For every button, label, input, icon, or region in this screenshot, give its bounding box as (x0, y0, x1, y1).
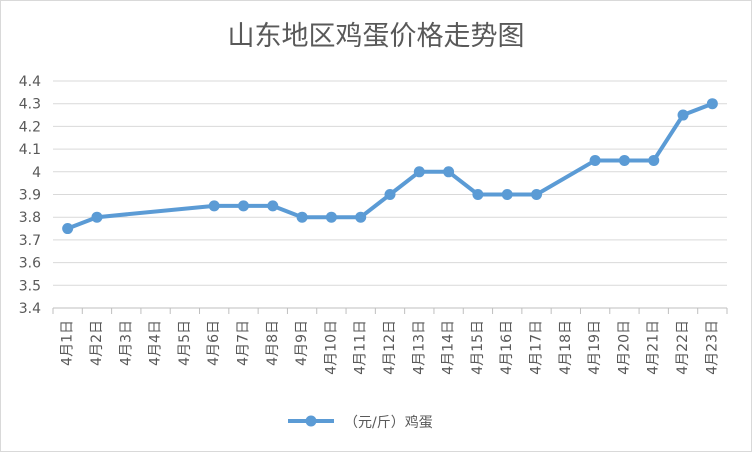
x-tick-label: 4月21日 (646, 320, 662, 375)
data-point (296, 211, 308, 223)
x-tick-label: 4月12日 (382, 320, 398, 375)
x-tick-label: 4月4日 (148, 320, 164, 366)
x-tick-label: 4月6日 (206, 320, 222, 366)
data-point (325, 211, 337, 223)
y-tick-label: 3.8 (19, 210, 41, 226)
x-tick-label: 4月23日 (704, 320, 720, 375)
data-point (384, 189, 396, 200)
x-tick-label: 4月9日 (294, 320, 310, 366)
x-tick-label: 4月3日 (118, 320, 134, 366)
x-tick-label: 4月17日 (529, 320, 545, 375)
x-tick-label: 4月18日 (558, 320, 574, 375)
y-tick-label: 3.5 (19, 278, 41, 294)
data-point (62, 223, 74, 235)
data-point (267, 200, 279, 212)
data-point (648, 154, 660, 166)
x-tick-label: 4月1日 (60, 320, 76, 366)
x-tick-label: 4月16日 (499, 320, 515, 375)
x-tick-label: 4月19日 (587, 320, 603, 375)
x-tick-label: 4月13日 (411, 320, 427, 375)
series-line (66, 101, 714, 231)
data-point (208, 200, 220, 212)
x-tick-label: 4月22日 (675, 320, 691, 375)
x-tick-label: 4月20日 (616, 320, 632, 375)
x-tick-label: 4月14日 (441, 320, 457, 375)
series-layer (62, 98, 718, 235)
y-axis-ticks: 3.4 3.5 3.6 3.7 3.8 3.9 4 4.1 4.2 4.3 4.4 (19, 74, 41, 317)
y-tick-label: 4.4 (19, 74, 41, 90)
y-tick-label: 4.3 (19, 97, 41, 113)
y-tick-label: 4 (32, 165, 41, 181)
data-point (501, 189, 513, 200)
y-tick-label: 3.9 (19, 188, 41, 204)
x-tick-label: 4月15日 (470, 320, 486, 375)
x-tick-label: 4月11日 (353, 320, 369, 375)
chart-title: 山东地区鸡蛋价格走势图 (228, 21, 525, 52)
legend: （元/斤）鸡蛋 (288, 414, 433, 431)
x-axis-ticks: 4月1日 4月2日 4月3日 4月4日 4月5日 4月6日 4月7日 4月8日 4月9日 4月10… (52, 308, 728, 375)
legend-label: （元/斤）鸡蛋 (344, 414, 433, 431)
data-point (91, 211, 103, 223)
data-point (413, 166, 425, 178)
data-point (355, 211, 367, 223)
data-point (472, 189, 484, 200)
data-point (443, 166, 455, 178)
y-tick-label: 3.4 (19, 301, 41, 317)
data-point (618, 154, 630, 166)
data-point (589, 154, 601, 166)
y-tick-label: 3.6 (19, 256, 41, 272)
data-point (237, 200, 249, 212)
x-tick-label: 4月10日 (323, 320, 339, 375)
data-point (706, 98, 718, 110)
legend-point-marker (305, 415, 317, 427)
x-tick-label: 4月5日 (177, 320, 193, 366)
y-tick-label: 4.1 (19, 142, 41, 158)
x-tick-label: 4月2日 (89, 320, 105, 366)
data-point (531, 189, 543, 200)
y-tick-label: 4.2 (19, 119, 41, 135)
x-tick-label: 4月8日 (265, 320, 281, 366)
data-point (677, 109, 689, 121)
y-tick-label: 3.7 (19, 233, 41, 249)
x-tick-label: 4月7日 (235, 320, 251, 366)
